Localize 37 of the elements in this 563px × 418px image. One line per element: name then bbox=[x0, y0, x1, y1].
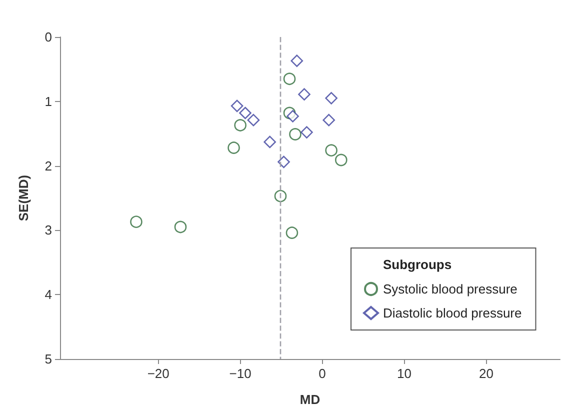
point bbox=[239, 106, 252, 120]
y-tick-label: 3 bbox=[44, 222, 52, 238]
point bbox=[174, 220, 187, 234]
x-tick-label: −20 bbox=[147, 366, 170, 381]
x-tick-label: 0 bbox=[318, 366, 326, 381]
point bbox=[283, 72, 296, 86]
y-axis-title: SE(MD) bbox=[16, 174, 31, 222]
point bbox=[290, 54, 304, 67]
point bbox=[230, 100, 244, 112]
legend-label: Diastolic blood pressure bbox=[383, 306, 522, 320]
legend-label: Systolic blood pressure bbox=[383, 282, 518, 296]
point bbox=[289, 128, 302, 140]
point bbox=[234, 119, 246, 132]
point bbox=[274, 190, 287, 202]
point bbox=[300, 126, 313, 138]
point bbox=[286, 110, 299, 122]
point bbox=[322, 114, 336, 126]
point bbox=[286, 226, 298, 239]
point bbox=[130, 216, 142, 228]
x-axis-title: MD bbox=[300, 392, 320, 407]
point bbox=[264, 136, 276, 148]
legend-title: Subgroups bbox=[383, 257, 452, 272]
y-tick-label: 5 bbox=[44, 352, 52, 366]
y-tick-label: 2 bbox=[44, 158, 52, 174]
point bbox=[335, 154, 348, 166]
point bbox=[247, 114, 260, 126]
point bbox=[278, 156, 290, 168]
x-tick-label: 20 bbox=[478, 366, 494, 381]
y-tick-label: 1 bbox=[44, 94, 52, 109]
y-tick-label: 0 bbox=[44, 30, 52, 44]
point bbox=[325, 144, 338, 156]
x-tick-label: 10 bbox=[397, 366, 412, 381]
point bbox=[228, 142, 240, 154]
point bbox=[298, 88, 310, 100]
x-tick-label: −10 bbox=[229, 366, 252, 381]
point bbox=[325, 92, 338, 104]
y-tick-label: 4 bbox=[44, 287, 52, 302]
